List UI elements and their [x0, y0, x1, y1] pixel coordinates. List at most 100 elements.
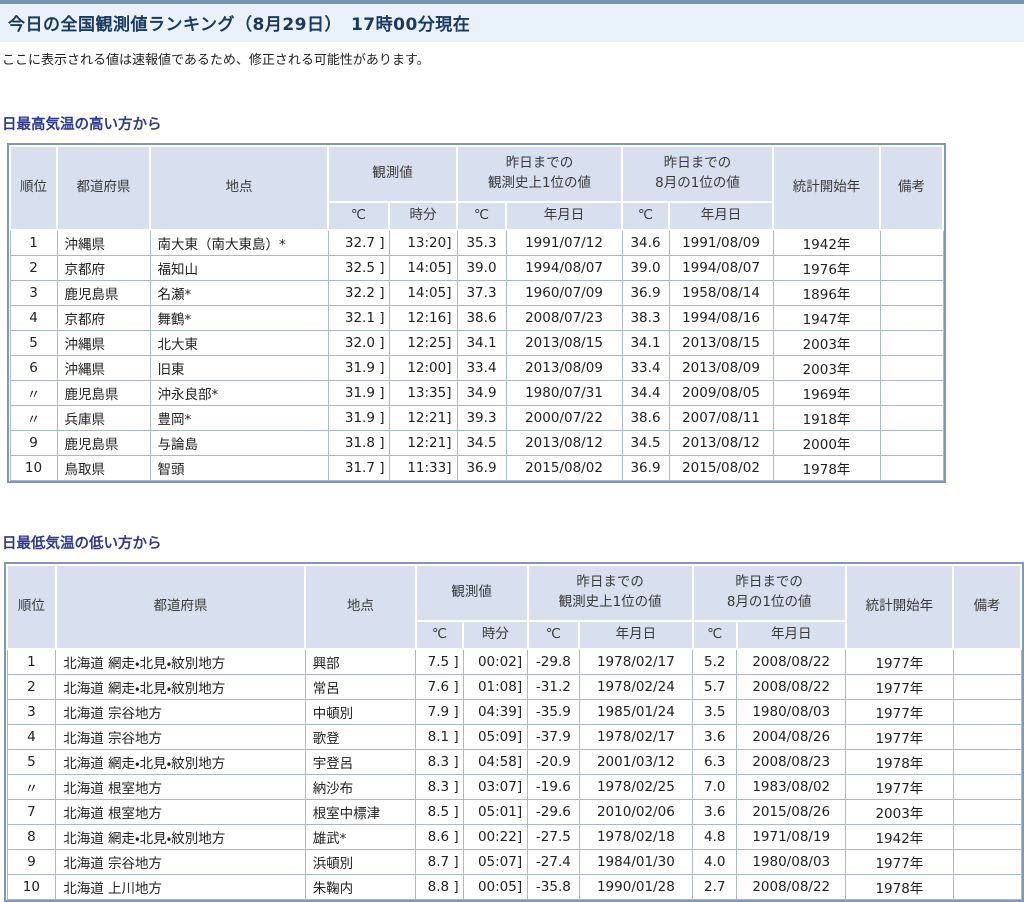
cell-stats-start-year: 1978年 — [845, 874, 954, 900]
cell-observed-temp: 8.5 ] — [415, 799, 464, 825]
cell-prefecture: 北海道 網走・北見・紋別地方 — [55, 824, 306, 850]
cell-record-date: 2001/03/12 — [578, 749, 694, 775]
cell-record-temp: -20.9 — [527, 749, 580, 775]
cell-observed-temp: 8.8 ] — [415, 874, 464, 900]
cell-observed-temp: 32.2 ] — [327, 280, 390, 306]
cell-record-date: 1978/02/18 — [578, 824, 694, 850]
cell-remarks — [952, 699, 1022, 725]
cell-record-date: 1978/02/24 — [578, 674, 694, 700]
cell-record-temp: 34.1 — [456, 330, 507, 356]
cell-rank: 3 — [9, 280, 58, 306]
cell-august-temp: 3.6 — [692, 724, 738, 750]
cell-observed-time: 04:58] — [462, 749, 529, 775]
cell-remarks — [952, 799, 1022, 825]
cell-prefecture: 北海道 根室地方 — [55, 799, 306, 825]
cell-rank: 9 — [6, 849, 57, 875]
cell-observed-temp: 7.5 ] — [415, 648, 464, 675]
cell-observed-time: 05:01] — [462, 799, 529, 825]
cell-stats-start-year: 2003年 — [772, 330, 881, 356]
cell-stats-start-year: 1977年 — [845, 849, 954, 875]
cell-station: 名瀬* — [149, 280, 329, 306]
cell-record-temp: -27.5 — [527, 824, 580, 850]
cell-stats-start-year: 1977年 — [845, 774, 954, 800]
cell-observed-temp: 32.7 ] — [327, 229, 390, 256]
cell-august-date: 1958/08/14 — [668, 280, 774, 306]
cell-record-temp: -27.4 — [527, 849, 580, 875]
cell-record-date: 2013/08/12 — [505, 430, 623, 456]
cell-stats-start-year: 1978年 — [772, 455, 881, 481]
cell-observed-temp: 31.9 ] — [327, 380, 390, 406]
cell-august-temp: 39.0 — [621, 255, 670, 281]
cell-station: 常呂 — [304, 674, 417, 700]
cell-prefecture: 沖縄県 — [56, 355, 151, 381]
cell-prefecture: 北海道 上川地方 — [55, 874, 306, 900]
cell-remarks — [879, 255, 944, 281]
cell-prefecture: 鹿児島県 — [56, 380, 151, 406]
cell-observed-temp: 7.6 ] — [415, 674, 464, 700]
cell-prefecture: 北海道 根室地方 — [55, 774, 306, 800]
cell-rank: 5 — [9, 330, 58, 356]
cell-august-temp: 2.7 — [692, 874, 738, 900]
cell-august-temp: 4.8 — [692, 824, 738, 850]
cell-stats-start-year: 1947年 — [772, 305, 881, 331]
col-header-date: 年月日 — [668, 201, 774, 231]
cell-observed-time: 00:05] — [462, 874, 529, 900]
cell-august-temp: 5.7 — [692, 674, 738, 700]
cell-record-date: 2008/07/23 — [505, 305, 623, 331]
cell-prefecture: 兵庫県 — [56, 405, 151, 431]
col-header-observed: 観測値 — [327, 145, 458, 203]
cell-remarks — [952, 674, 1022, 700]
cell-rank: 3 — [6, 699, 57, 725]
cell-rank: 8 — [6, 824, 57, 850]
cell-station: 智頭 — [149, 455, 329, 481]
cell-remarks — [952, 774, 1022, 800]
cell-rank: 5 — [6, 749, 57, 775]
cell-station: 舞鶴* — [149, 305, 329, 331]
cell-observed-time: 12:16] — [388, 305, 458, 331]
cell-station: 中頓別 — [304, 699, 417, 725]
cell-august-date: 2013/08/12 — [668, 430, 774, 456]
col-header-stats-start: 統計開始年 — [772, 145, 881, 231]
table-row: 4 北海道 宗谷地方 歌登 8.1 ] 05:09] -37.9 1978/02/17 3.6… — [6, 724, 1022, 750]
cell-station: 宇登呂 — [304, 749, 417, 775]
cell-remarks — [952, 749, 1022, 775]
cell-stats-start-year: 1969年 — [772, 380, 881, 406]
col-header-temp-unit: ℃ — [456, 201, 507, 231]
cell-stats-start-year: 2003年 — [845, 799, 954, 825]
cell-record-temp: -31.2 — [527, 674, 580, 700]
cell-remarks — [879, 430, 944, 456]
cell-observed-temp: 31.8 ] — [327, 430, 390, 456]
cell-remarks — [952, 849, 1022, 875]
cell-august-date: 2008/08/22 — [736, 674, 847, 700]
cell-record-temp: 34.9 — [456, 380, 507, 406]
col-header-temp-unit: ℃ — [691, 620, 738, 650]
cell-observed-temp: 8.3 ] — [415, 774, 464, 800]
cell-august-date: 2013/08/09 — [668, 355, 774, 381]
cell-observed-time: 03:07] — [462, 774, 529, 800]
cell-station: 与論島 — [149, 430, 329, 456]
cell-observed-time: 00:02] — [462, 648, 529, 675]
col-header-date: 年月日 — [505, 201, 623, 231]
max-temp-table-wrap: 順位 都道府県 地点 観測値 昨日までの 観測史上1位の値 昨日までの 8月の1… — [7, 143, 946, 483]
cell-record-temp: 36.9 — [456, 455, 507, 481]
cell-august-date: 1980/08/03 — [736, 699, 847, 725]
cell-record-temp: -35.8 — [527, 874, 580, 900]
min-temp-table-wrap: 順位 都道府県 地点 観測値 昨日までの 観測史上1位の値 昨日までの 8月の1… — [4, 562, 1024, 902]
cell-august-temp: 34.5 — [621, 430, 670, 456]
table-row: 4 京都府 舞鶴* 32.1 ] 12:16] 38.6 2008/07/23 38.3 199… — [9, 305, 944, 331]
cell-stats-start-year: 1977年 — [845, 724, 954, 750]
table-row: 7 北海道 根室地方 根室中標津 8.5 ] 05:01] -29.6 2010/02/06… — [6, 799, 1022, 825]
table-row: 1 沖縄県 南大東（南大東島）* 32.7 ] 13:20] 35.3 1991/07/12… — [9, 229, 944, 256]
cell-prefecture: 京都府 — [56, 255, 151, 281]
cell-station: 朱鞠内 — [304, 874, 417, 900]
cell-record-temp: 38.6 — [456, 305, 507, 331]
cell-record-date: 1990/01/28 — [578, 874, 694, 900]
col-header-temp-unit: ℃ — [621, 201, 670, 231]
cell-observed-time: 04:39] — [462, 699, 529, 725]
cell-remarks — [952, 874, 1022, 900]
col-header-time: 時分 — [462, 620, 529, 650]
cell-august-date: 2013/08/15 — [668, 330, 774, 356]
cell-august-date: 1994/08/07 — [668, 255, 774, 281]
cell-station: 沖永良部* — [149, 380, 329, 406]
cell-record-date: 1980/07/31 — [505, 380, 623, 406]
